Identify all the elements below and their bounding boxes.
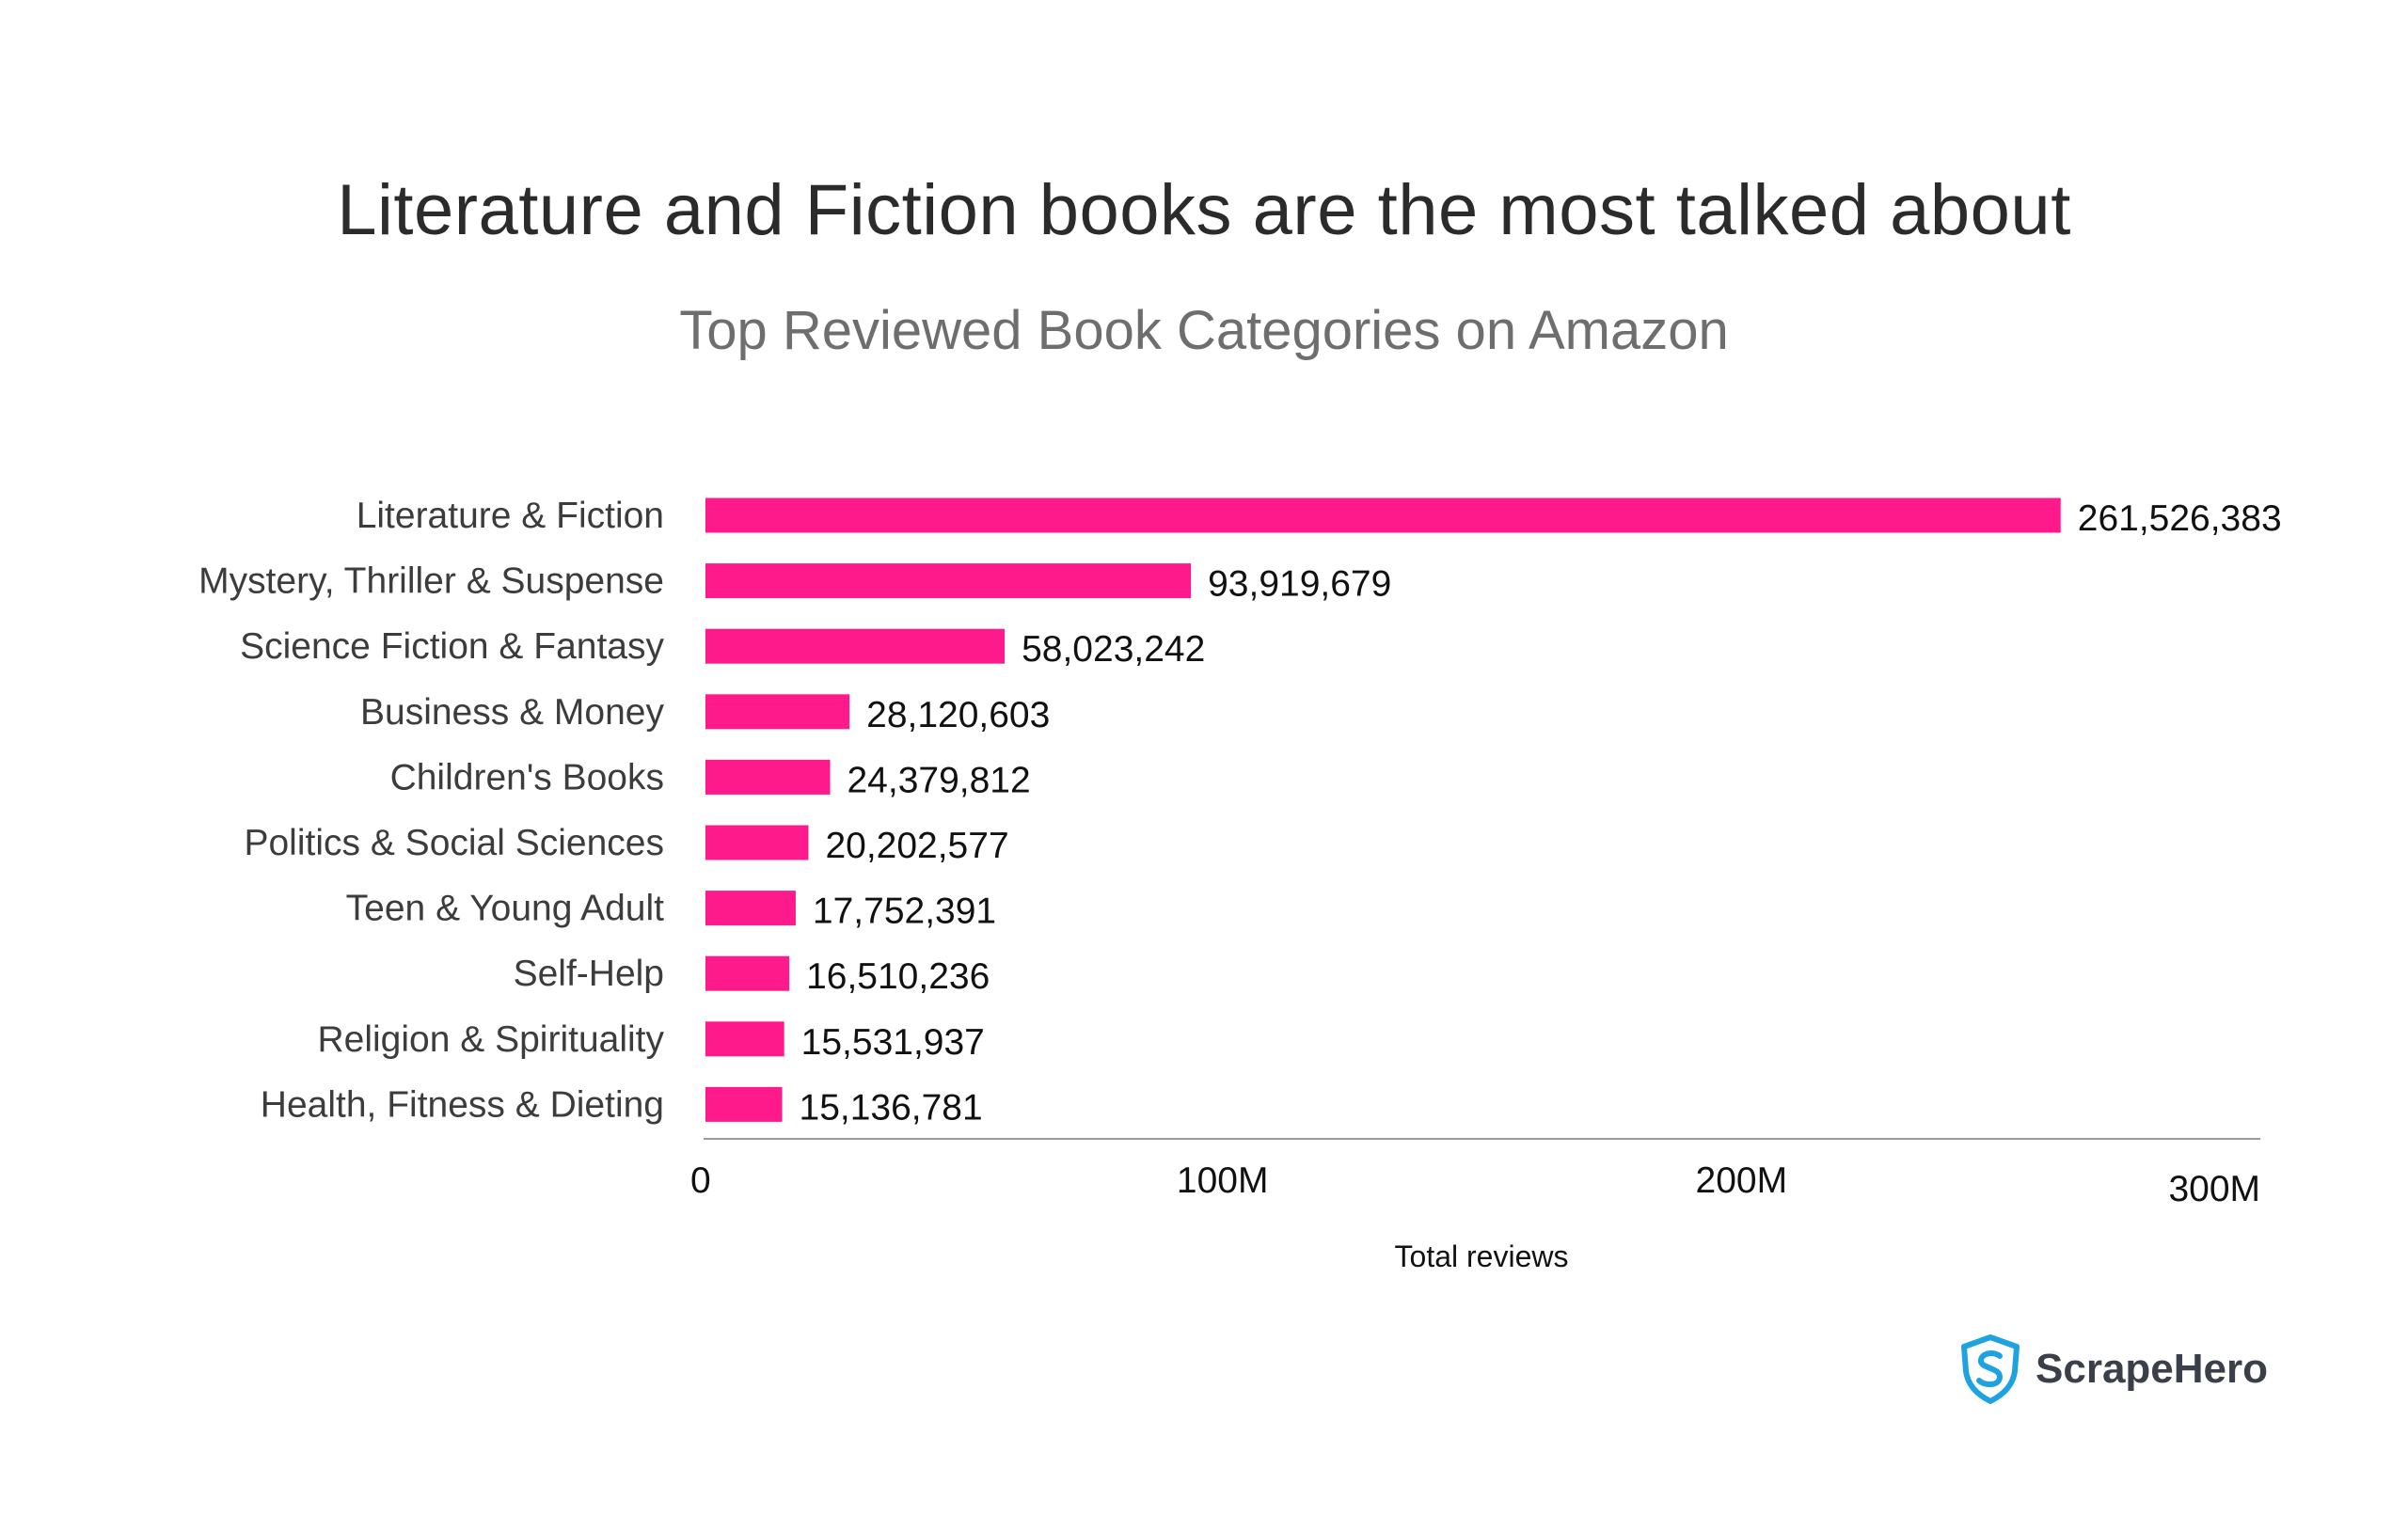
x-tick-label: 200M <box>1696 1160 1788 1201</box>
x-axis-title: Total reviews <box>1395 1239 1569 1273</box>
bar <box>705 628 1006 664</box>
category-label: Politics & Social Sciences <box>244 823 664 863</box>
value-label: 17,752,391 <box>813 892 996 932</box>
bar <box>705 825 809 860</box>
category-label: Self-Help <box>514 954 664 994</box>
category-label: Teen & Young Adult <box>346 889 664 929</box>
value-label: 20,202,577 <box>825 826 1008 866</box>
x-tick-label: 100M <box>1177 1160 1269 1201</box>
category-label: Religion & Spirituality <box>317 1019 664 1060</box>
category-label: Children's Books <box>390 757 664 797</box>
chart-title: Literature and Fiction books are the mos… <box>337 170 2071 250</box>
bar <box>705 955 790 991</box>
bar <box>705 497 2061 533</box>
x-tick-label: 0 <box>690 1160 711 1201</box>
category-label: Mystery, Thriller & Suspense <box>198 561 664 602</box>
bar <box>705 891 796 926</box>
chart-subtitle: Top Reviewed Book Categories on Amazon <box>679 300 1729 361</box>
category-label: Literature & Fiction <box>356 496 664 536</box>
value-label: 261,526,383 <box>2078 498 2282 539</box>
category-label: Science Fiction & Fantasy <box>240 626 664 667</box>
bar <box>705 694 850 730</box>
x-tick-label: 300M <box>2168 1169 2260 1209</box>
bar <box>705 563 1192 599</box>
bar <box>705 1086 783 1122</box>
value-label: 28,120,603 <box>866 695 1050 735</box>
value-label: 15,531,937 <box>801 1022 985 1063</box>
value-label: 58,023,242 <box>1022 629 1205 670</box>
value-label: 16,510,236 <box>806 956 990 997</box>
shield-s-icon <box>1961 1334 2020 1404</box>
category-label: Health, Fitness & Dieting <box>261 1084 664 1125</box>
value-label: 15,136,781 <box>800 1087 983 1128</box>
bar <box>705 759 831 795</box>
brand-logo: ScrapeHero <box>1958 1334 2268 1405</box>
category-label: Business & Money <box>360 692 664 733</box>
brand-name: ScrapeHero <box>2036 1346 2269 1392</box>
value-label: 93,919,679 <box>1208 564 1391 605</box>
bar <box>705 1021 784 1057</box>
value-label: 24,379,812 <box>847 760 1030 800</box>
